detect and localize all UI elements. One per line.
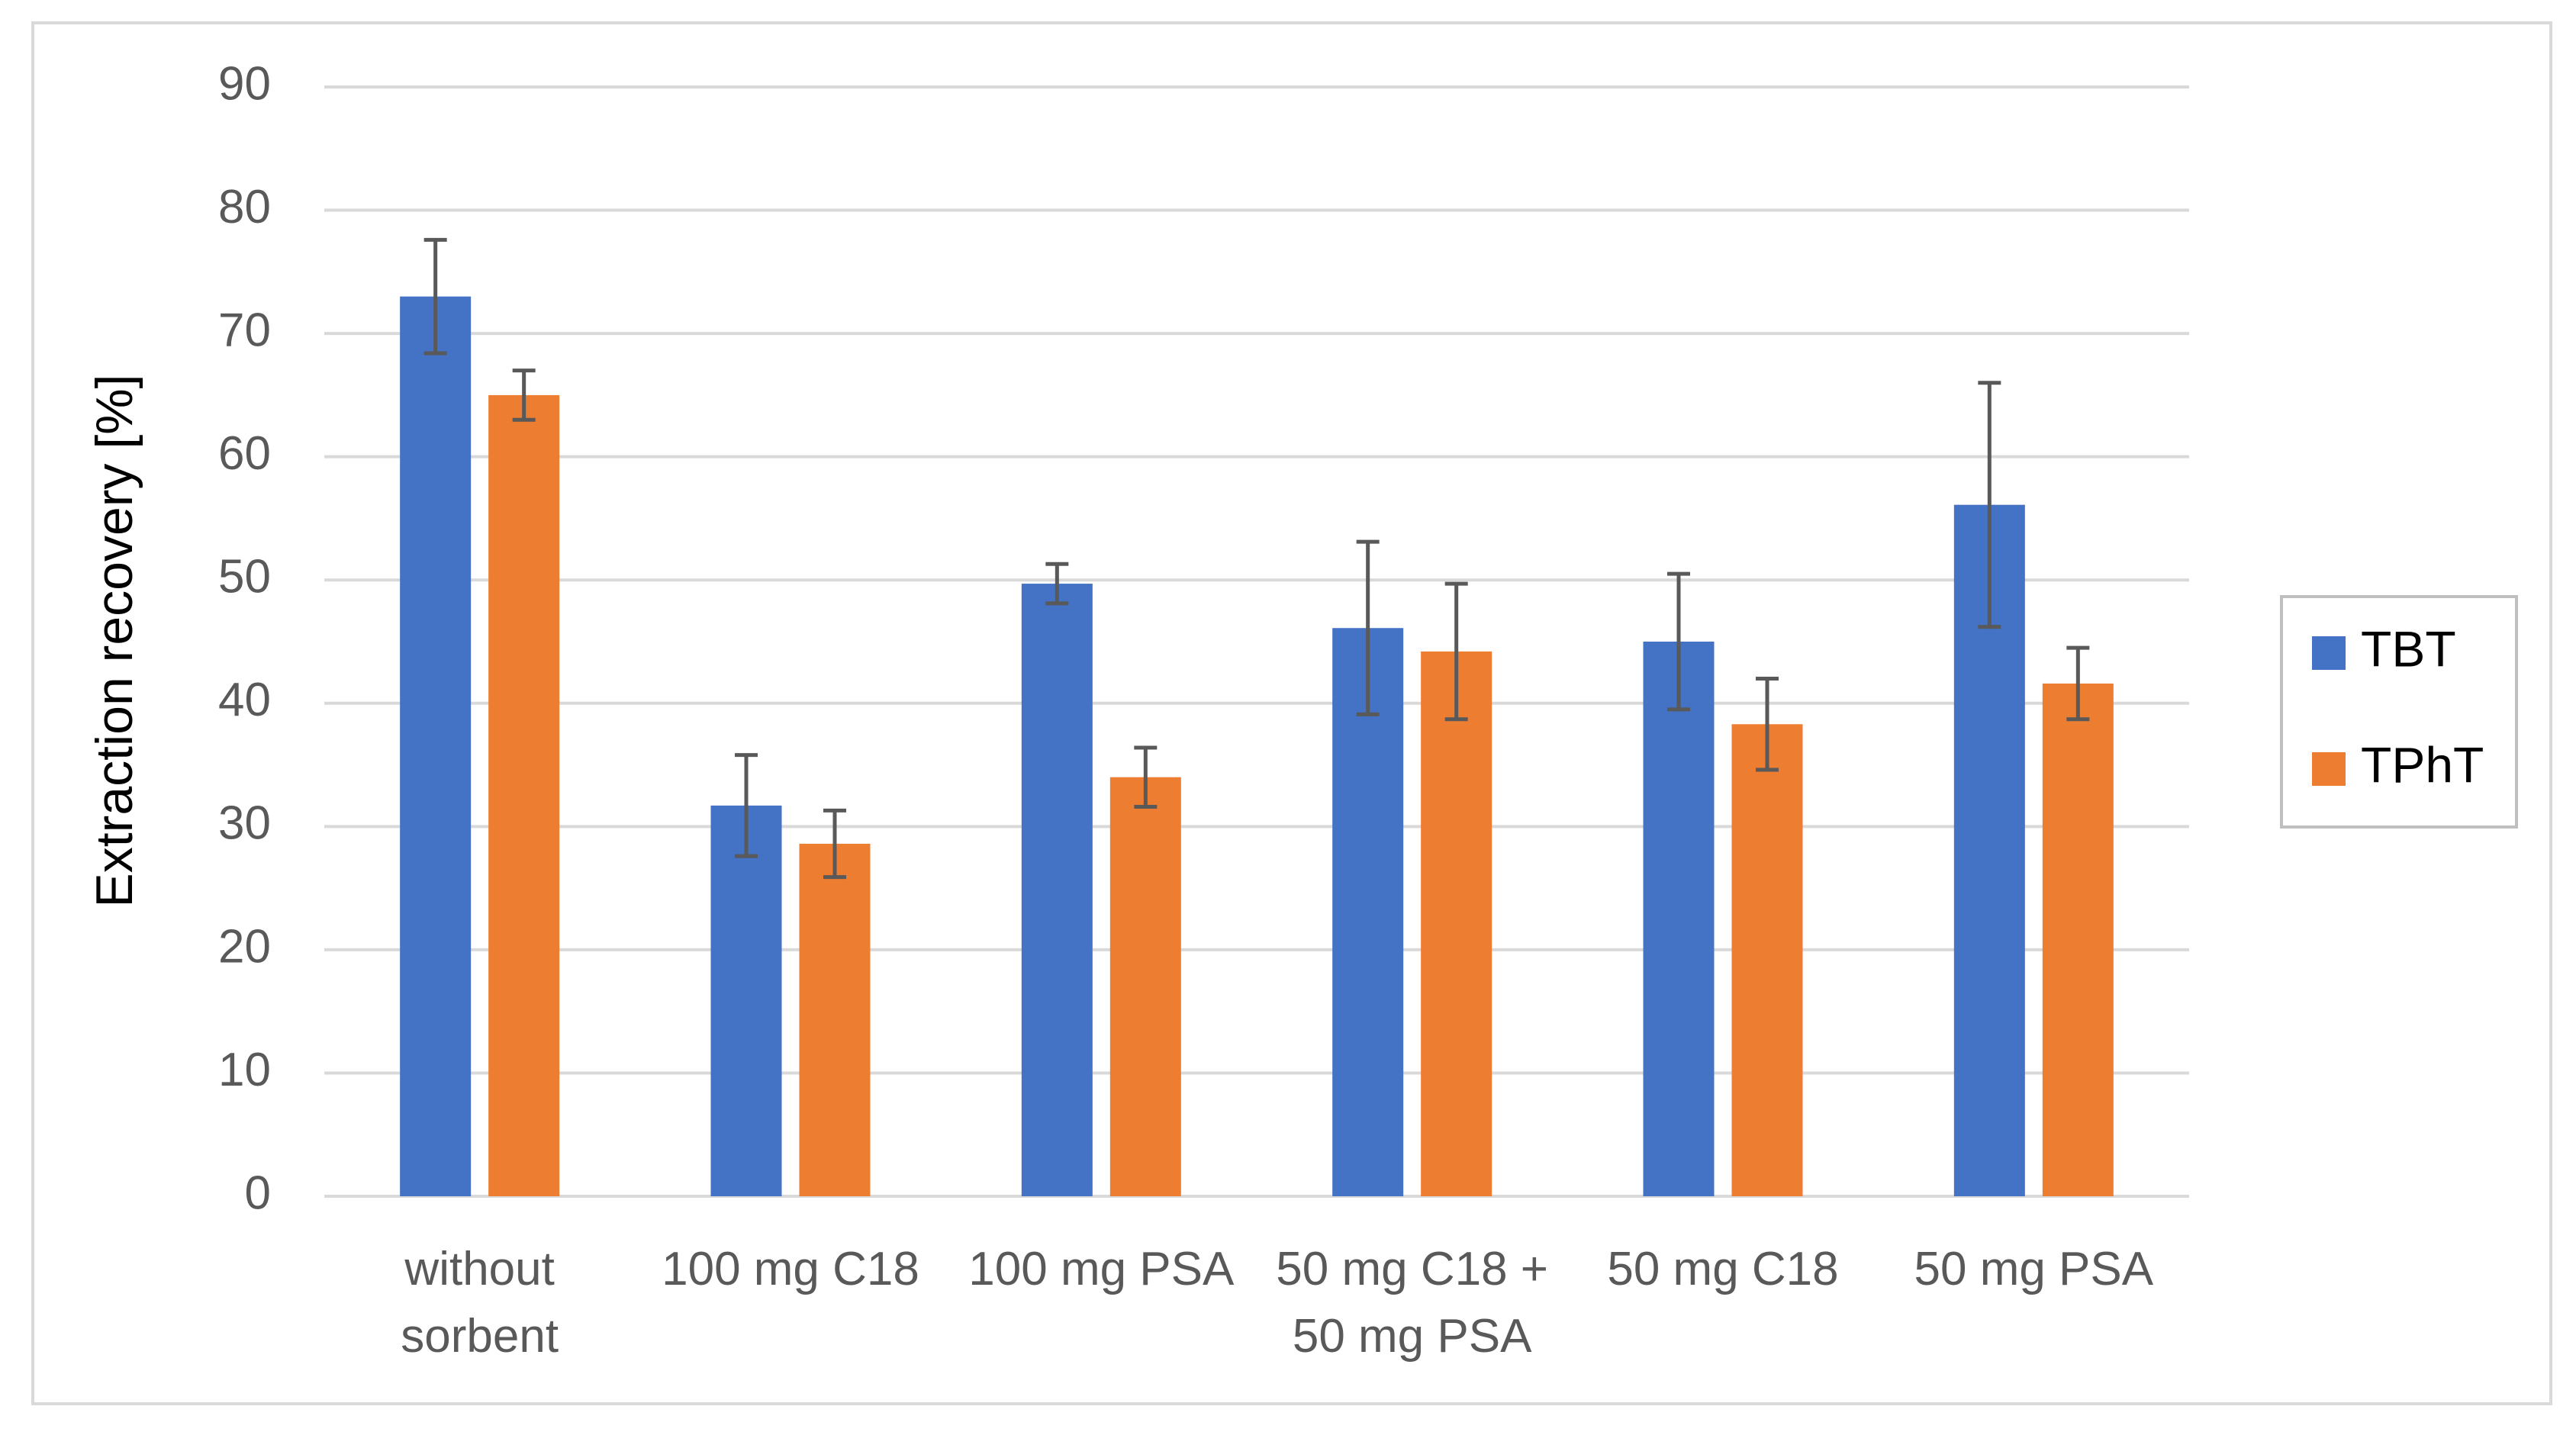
error-bar bbox=[1045, 562, 1069, 606]
bar bbox=[1421, 651, 1492, 1196]
y-tick-label: 60 bbox=[218, 427, 271, 480]
bar bbox=[1731, 724, 1803, 1196]
error-bar bbox=[1356, 539, 1380, 716]
error-bar bbox=[823, 808, 846, 880]
error-bar bbox=[1978, 381, 2001, 629]
y-tick-label: 10 bbox=[218, 1044, 271, 1096]
legend-label: TPhT bbox=[2361, 736, 2484, 793]
x-tick-label: 50 mg C18 bbox=[1607, 1243, 1839, 1295]
error-bar bbox=[2066, 645, 2090, 722]
error-bar bbox=[1667, 571, 1690, 712]
bar bbox=[2042, 683, 2114, 1196]
error-bar bbox=[512, 368, 536, 422]
error-bar bbox=[735, 753, 758, 858]
error-bar bbox=[423, 237, 447, 356]
bar bbox=[1643, 642, 1715, 1196]
y-tick-label: 0 bbox=[245, 1167, 271, 1219]
y-axis-title: Extraction recovery [%] bbox=[85, 374, 143, 907]
x-tick-label: 50 mg PSA bbox=[1914, 1243, 2154, 1295]
legend-label: TBT bbox=[2361, 620, 2456, 677]
y-tick-label: 70 bbox=[218, 304, 271, 356]
error-bar bbox=[1134, 745, 1158, 809]
x-tick-label: without sorbent bbox=[401, 1243, 559, 1363]
bar bbox=[400, 296, 472, 1197]
bar bbox=[799, 843, 871, 1196]
legend-swatch bbox=[2312, 636, 2346, 670]
error-bar bbox=[1444, 581, 1468, 722]
legend-box bbox=[2280, 595, 2518, 829]
y-tick-label: 90 bbox=[218, 57, 271, 110]
error-bar bbox=[1756, 676, 1779, 772]
x-tick-label: 100 mg C18 bbox=[662, 1243, 919, 1295]
y-tick-label: 80 bbox=[218, 181, 271, 233]
bar bbox=[1332, 628, 1404, 1196]
y-tick-label: 40 bbox=[218, 674, 271, 726]
y-tick-label: 30 bbox=[218, 797, 271, 850]
y-tick-label: 50 bbox=[218, 551, 271, 603]
x-tick-label: 50 mg C18 + 50 mg PSA bbox=[1276, 1243, 1549, 1363]
bar bbox=[488, 394, 560, 1196]
bar bbox=[710, 805, 782, 1196]
legend-swatch bbox=[2312, 752, 2346, 786]
x-tick-label: 100 mg PSA bbox=[968, 1243, 1235, 1295]
bar bbox=[1021, 584, 1093, 1196]
bar bbox=[1109, 777, 1181, 1196]
y-tick-label: 20 bbox=[218, 920, 271, 973]
